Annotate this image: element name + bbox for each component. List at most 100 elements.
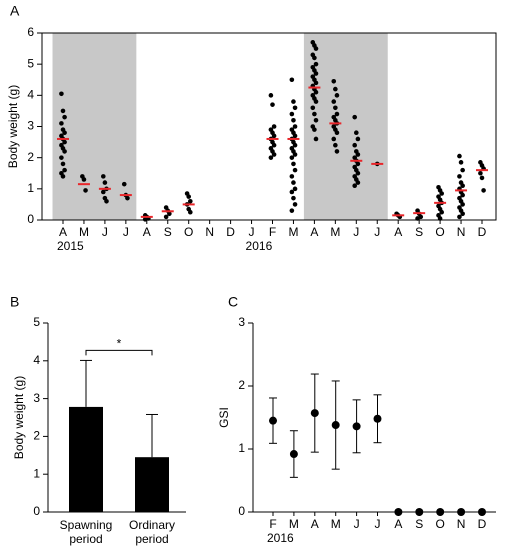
data-point <box>81 177 87 182</box>
x-tick-label: J <box>249 225 255 239</box>
data-point <box>291 195 296 201</box>
shaded-region <box>52 33 137 220</box>
data-point <box>62 114 67 120</box>
y-tick-label: 3 <box>33 391 40 405</box>
data-point <box>62 139 67 145</box>
x-tick-label: S <box>164 225 172 239</box>
data-point <box>313 71 319 76</box>
data-point <box>60 108 66 114</box>
data-point <box>167 211 172 217</box>
data-point <box>271 152 277 157</box>
y-tick-label: 1 <box>27 181 34 195</box>
data-point <box>355 136 361 142</box>
x-tick-label: Ordinary period <box>128 518 175 546</box>
data-point <box>186 194 191 199</box>
data-point <box>460 211 465 217</box>
x-tick-label: J <box>102 225 108 239</box>
data-point <box>313 136 319 142</box>
data-point <box>62 149 67 154</box>
year-label: 2015 <box>57 239 84 253</box>
data-point <box>355 170 361 176</box>
data-point <box>313 117 319 123</box>
data-point <box>271 133 277 139</box>
y-tick-label: 2 <box>27 150 34 164</box>
data-point <box>292 152 298 157</box>
x-tick-label: J <box>123 225 129 239</box>
y-tick-label: 4 <box>27 88 34 102</box>
data-point <box>331 79 337 84</box>
data-point <box>292 202 298 207</box>
x-tick-label: A <box>394 517 402 531</box>
data-point <box>312 127 317 132</box>
panel-label: A <box>10 3 20 19</box>
data-point <box>313 61 319 67</box>
data-point <box>458 160 464 165</box>
data-point <box>270 102 275 107</box>
x-tick-label: O <box>184 225 193 239</box>
data-point <box>59 121 64 126</box>
data-point <box>312 55 317 61</box>
data-point <box>460 183 465 189</box>
data-point <box>142 217 148 222</box>
data-point <box>312 111 317 117</box>
y-axis-label: Body weight (g) <box>12 376 26 459</box>
panel-label: C <box>228 294 238 310</box>
data-point <box>457 153 462 159</box>
data-point <box>62 167 67 173</box>
data-point <box>355 180 361 185</box>
data-point <box>291 99 296 104</box>
y-tick-label: 3 <box>238 315 245 329</box>
data-point <box>291 161 296 167</box>
data-point <box>289 111 295 117</box>
x-tick-label: N <box>457 225 466 239</box>
x-tick-label: J <box>374 225 380 239</box>
data-point <box>479 175 485 181</box>
data-point <box>310 105 316 111</box>
data-point <box>310 409 319 418</box>
data-point <box>331 136 337 142</box>
y-tick-label: 0 <box>33 504 40 518</box>
y-tick-label: 1 <box>238 441 245 455</box>
data-point <box>289 208 295 213</box>
data-point <box>62 130 67 136</box>
data-point <box>355 161 361 167</box>
data-point <box>292 133 298 139</box>
data-point <box>121 181 127 187</box>
data-point <box>292 124 298 129</box>
x-tick-label: M <box>288 225 298 239</box>
bar <box>135 457 169 512</box>
data-point <box>271 142 277 148</box>
data-point <box>292 105 298 111</box>
data-point <box>334 130 340 136</box>
data-point <box>269 416 277 425</box>
y-axis-label: Body weight (g) <box>6 85 20 168</box>
x-tick-label: F <box>269 517 276 531</box>
data-point <box>334 111 340 117</box>
y-tick-label: 5 <box>27 56 34 70</box>
data-point <box>313 46 319 51</box>
data-point <box>460 167 465 173</box>
data-point <box>313 80 319 86</box>
data-point <box>415 216 420 221</box>
y-tick-label: 4 <box>33 353 40 367</box>
data-point <box>289 189 295 195</box>
data-point <box>102 180 108 185</box>
x-tick-label: D <box>226 225 235 239</box>
y-tick-label: 0 <box>238 504 245 518</box>
x-tick-label: A <box>311 517 319 531</box>
y-axis-label: GSI <box>217 407 231 428</box>
data-point <box>436 508 445 516</box>
data-point <box>104 199 109 204</box>
x-tick-label: J <box>375 517 381 531</box>
x-tick-label: S <box>415 517 423 531</box>
data-point <box>439 209 445 215</box>
data-point <box>291 180 296 185</box>
data-point <box>355 152 361 157</box>
x-tick-label: A <box>394 225 402 239</box>
year-label: 2016 <box>246 239 273 253</box>
y-tick-label: 2 <box>238 378 245 392</box>
data-point <box>268 155 274 160</box>
data-point <box>333 142 338 148</box>
